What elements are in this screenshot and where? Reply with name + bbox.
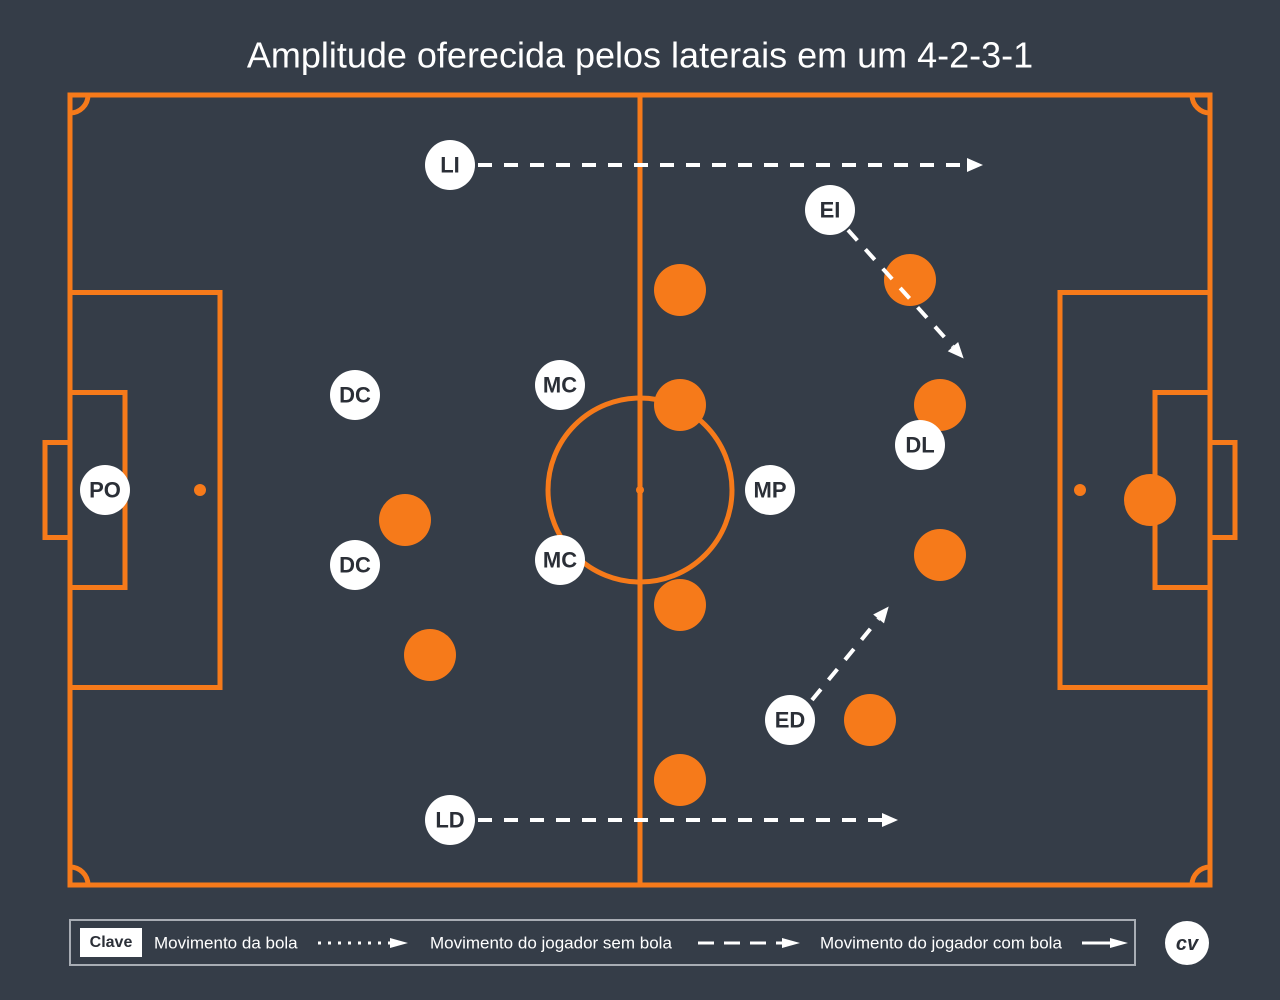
opp-player: [1124, 474, 1176, 526]
opp-player: [914, 529, 966, 581]
opp-player: [884, 254, 936, 306]
opp-player: [404, 629, 456, 681]
player-label: ED: [775, 708, 806, 733]
opp-player: [844, 694, 896, 746]
legend-key: Clave: [90, 934, 133, 951]
player-label: MC: [543, 548, 577, 573]
legend-item-label: Movimento do jogador com bola: [820, 934, 1062, 953]
player-ei: EI: [805, 185, 855, 235]
player-label: DL: [905, 433, 934, 458]
player-label: EI: [820, 198, 841, 223]
diagram-title: Amplitude oferecida pelos laterais em um…: [247, 35, 1033, 76]
legend-item-label: Movimento do jogador sem bola: [430, 934, 672, 953]
player-label: DC: [339, 553, 371, 578]
player-label: MP: [754, 478, 787, 503]
player-ld: LD: [425, 795, 475, 845]
player-dc: DC: [330, 370, 380, 420]
opp-player: [654, 754, 706, 806]
brand-mark: cv: [1165, 921, 1209, 965]
player-dc: DC: [330, 540, 380, 590]
player-label: LD: [435, 808, 464, 833]
player-li: LI: [425, 140, 475, 190]
opp-player: [654, 579, 706, 631]
player-ed: ED: [765, 695, 815, 745]
opp-player: [379, 494, 431, 546]
player-mc: MC: [535, 360, 585, 410]
player-label: DC: [339, 383, 371, 408]
opp-player: [654, 264, 706, 316]
player-label: LI: [440, 153, 460, 178]
legend-item-label: Movimento da bola: [154, 934, 298, 953]
player-dl: DL: [895, 420, 945, 470]
player-mp: MP: [745, 465, 795, 515]
player-po: PO: [80, 465, 130, 515]
player-label: MC: [543, 373, 577, 398]
brand-text: cv: [1176, 933, 1200, 955]
player-mc: MC: [535, 535, 585, 585]
opp-player: [654, 379, 706, 431]
player-label: PO: [89, 478, 121, 503]
